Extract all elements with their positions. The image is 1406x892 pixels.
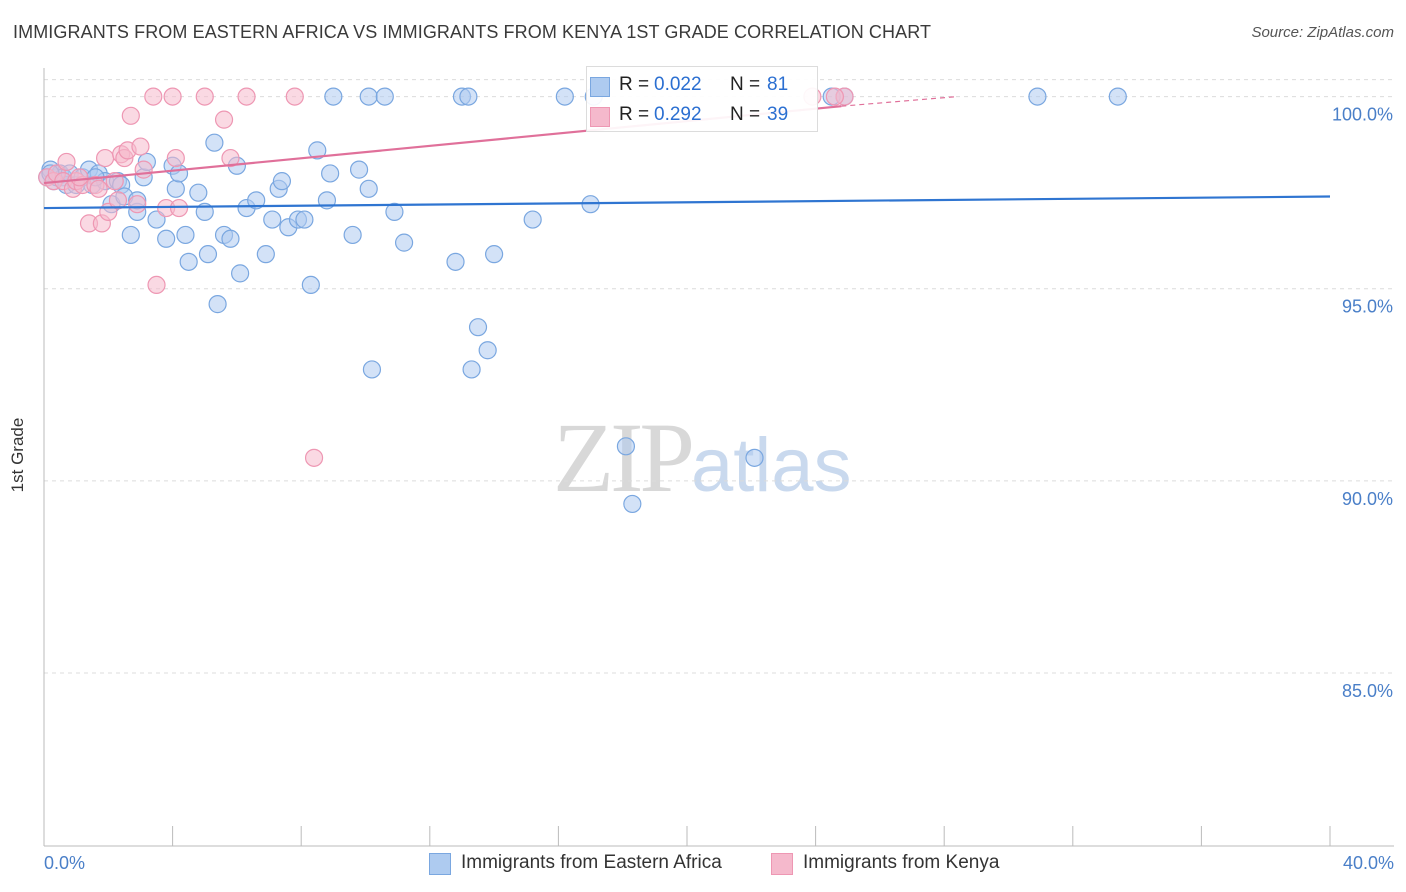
eastern-africa-point [446,252,465,271]
eastern-africa-point [301,275,320,295]
eastern-africa-point [462,360,481,379]
kenya-point [144,87,163,106]
bottom-legend-label: Immigrants from Eastern Africa [461,852,722,873]
legend-r-value: 0.292 [654,104,702,125]
kenya-point [169,198,189,218]
x-tick-label-min: 0.0% [44,853,85,873]
bottom-legend-label: Immigrants from Kenya [803,852,1000,873]
y-tick-label: 90.0% [1342,489,1393,509]
eastern-africa-point [459,87,478,106]
eastern-africa-point [349,160,369,179]
kenya-point [57,152,76,172]
eastern-africa-point [394,233,414,252]
kenya-point [108,191,128,210]
eastern-africa-point [616,437,636,456]
kenya-trendline-extension [841,95,958,107]
eastern-africa-point [189,183,208,202]
points-layer [38,87,1127,514]
kenya-point [195,87,214,106]
eastern-africa-point [198,245,218,264]
eastern-africa-point [359,179,378,198]
eastern-africa-point [166,179,185,198]
eastern-africa-point [321,164,340,183]
kenya-point [166,148,185,168]
kenya-point [825,87,844,106]
eastern-africa-point [1028,87,1047,106]
eastern-africa-point [169,164,189,183]
eastern-africa-point [359,87,378,106]
eastern-africa-point [157,229,176,248]
eastern-africa-point [208,295,227,314]
kenya-point [214,110,234,129]
legend-n-value: 81 [767,74,789,95]
eastern-africa-point [362,360,382,379]
legend-r-label: R = [619,74,650,95]
eastern-africa-point [1108,87,1127,106]
kenya-point [163,87,182,106]
kenya-point [131,137,150,156]
eastern-africa-point [121,225,140,245]
legend-row-kenya: R = 0.292 N = 39 [587,101,815,131]
kenya-point [237,87,256,106]
eastern-africa-point [523,210,542,229]
kenya-point [95,148,115,168]
eastern-africa-point [485,245,504,264]
y-tick-label: 100.0% [1332,105,1393,125]
legend-swatch-blue [590,77,610,97]
eastern-africa-trendline [43,195,1331,210]
y-tick-label: 95.0% [1342,297,1393,317]
eastern-africa-point [295,210,314,229]
eastern-africa-point [263,210,282,229]
eastern-africa-point [179,252,198,271]
eastern-africa-point [256,245,275,264]
eastern-africa-point [231,264,250,283]
chart-title: IMMIGRANTS FROM EASTERN AFRICA VS IMMIGR… [13,22,932,42]
eastern-africa-point [555,87,574,106]
eastern-africa-point [375,87,394,106]
kenya-point [128,195,147,214]
eastern-africa-point [324,87,343,106]
stats-legend: R = 0.022 N = 81 R = 0.292 N = 39 [586,66,818,132]
kenya-point [134,160,153,179]
axis-layer [43,68,1394,847]
grid-layer [44,79,1394,674]
legend-n-value: 39 [767,104,789,125]
legend-row-eastern-africa: R = 0.022 N = 81 [587,71,815,101]
bottom-legend-swatch-blue [429,853,451,875]
kenya-point [70,168,89,187]
kenya-point [304,448,324,467]
y-tick-label: 85.0% [1342,681,1393,701]
x-tick-label-max: 40.0% [1343,853,1394,873]
eastern-africa-point [308,141,327,160]
eastern-africa-point [385,202,404,221]
legend-n-label: N = [730,74,761,95]
kenya-point [285,87,304,106]
eastern-africa-point [272,172,292,191]
eastern-africa-point [247,191,266,210]
eastern-africa-point [745,448,764,467]
kenya-point [221,148,240,168]
eastern-africa-point [478,341,497,360]
label-layer: 100.0% 95.0% 90.0% 85.0% 0.0% 40.0% [44,105,1394,873]
kenya-point [121,106,140,125]
legend-swatch-pink [590,107,610,127]
bottom-legend-swatch-pink [771,853,793,875]
kenya-point [147,275,166,295]
legend-r-value: 0.022 [654,74,702,95]
eastern-africa-point [176,225,195,245]
legend-n-label: N = [730,104,761,125]
kenya-point [89,179,108,198]
eastern-africa-point [343,225,362,245]
eastern-africa-point [221,229,240,248]
legend-r-label: R = [619,104,650,125]
eastern-africa-point [205,133,224,152]
eastern-africa-point [623,494,642,514]
source-label: Source: ZipAtlas.com [1251,24,1394,41]
eastern-africa-point [468,318,488,337]
